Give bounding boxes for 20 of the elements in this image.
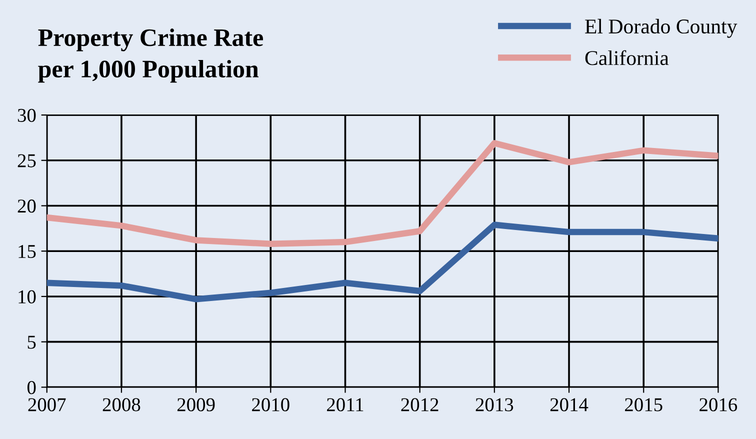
- x-tick-label: 2009: [177, 398, 215, 412]
- legend-label: El Dorado County: [585, 18, 738, 38]
- x-tick-label: 2014: [550, 398, 588, 412]
- y-tick-label: 30: [18, 108, 36, 122]
- x-tick-label: 2011: [327, 398, 364, 412]
- legend-label: California: [585, 50, 669, 66]
- y-tick-label: 25: [18, 154, 36, 168]
- x-tick-label: 2016: [700, 398, 738, 412]
- x-tick-label: 2013: [476, 398, 514, 412]
- x-tick-label: 2007: [28, 398, 66, 412]
- x-tick-label: 2010: [252, 398, 290, 412]
- y-tick-label: 5: [28, 336, 36, 349]
- x-tick-label: 2012: [401, 398, 438, 412]
- y-tick-label: 10: [18, 290, 36, 304]
- x-tick-label: 2015: [625, 398, 662, 412]
- y-tick-label: 15: [18, 245, 36, 258]
- y-tick-label: 0: [27, 381, 36, 394]
- x-tick-label: 2008: [102, 398, 140, 412]
- y-tick-label: 20: [18, 200, 36, 213]
- chart-title: Property Crime Rate per 1,000 Population: [38, 28, 263, 83]
